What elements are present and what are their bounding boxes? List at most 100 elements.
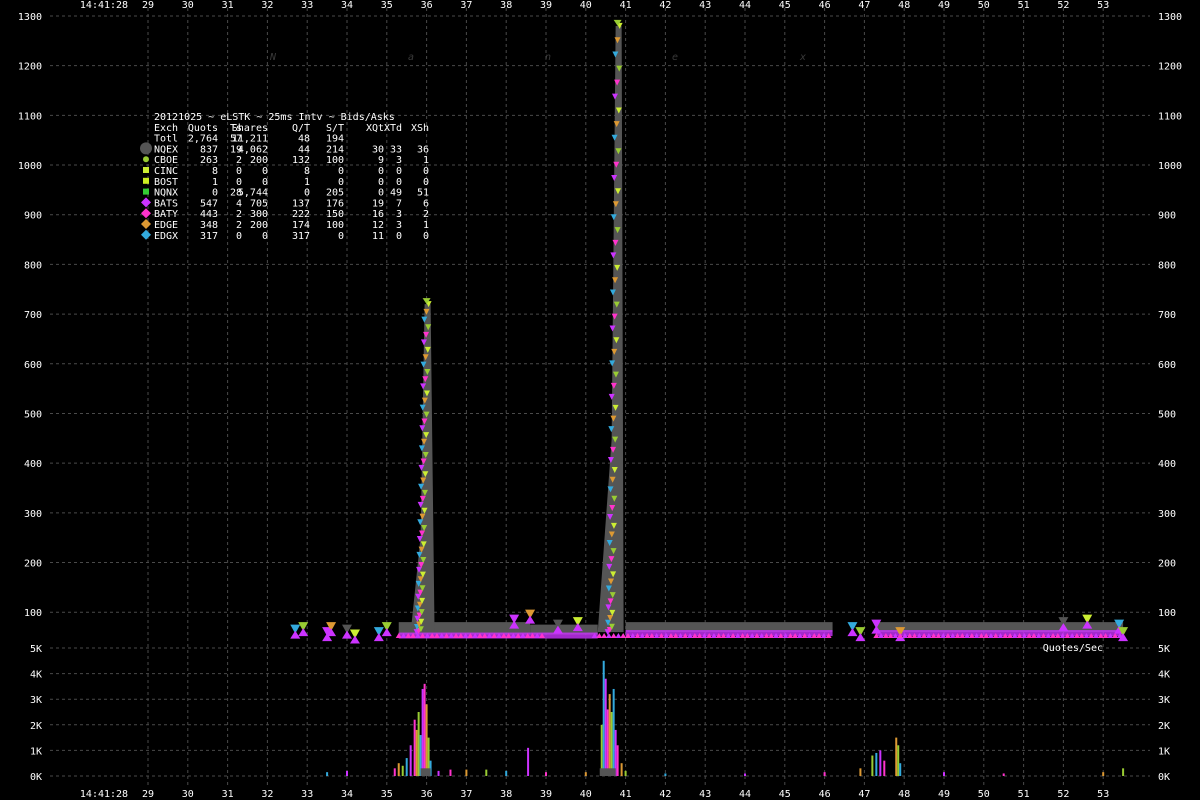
baseline-marker [457, 633, 464, 639]
baseline-marker [1107, 633, 1114, 639]
baseline-marker [1116, 633, 1123, 639]
quote-rate-bar [744, 773, 746, 776]
spike-marker [609, 609, 616, 616]
quote-rate-bar [346, 770, 348, 776]
legend-header-cell: XQt [366, 123, 384, 134]
baseline-marker [710, 633, 717, 639]
quote-rate-bar [1002, 773, 1005, 776]
x-tick-label-top: 14:41:28 [80, 0, 128, 11]
spike-marker [605, 585, 612, 592]
legend-row-exch: BATS [154, 198, 178, 209]
legend-row-cell: 36 [417, 144, 429, 155]
grid [50, 8, 1150, 788]
legend-row-cell: 16 [372, 209, 384, 220]
spike-marker [418, 561, 425, 568]
baseline-marker [448, 633, 455, 639]
spike-marker [615, 148, 622, 155]
spike-peak-marker [422, 298, 431, 305]
spike-marker [422, 451, 429, 458]
quote-marker [525, 615, 536, 624]
spike-marker [420, 458, 427, 465]
baseline-marker [959, 633, 966, 639]
x-tick-label-top: 50 [978, 0, 990, 11]
spike-marker [611, 175, 618, 182]
spike-marker [607, 598, 614, 605]
baseline-marker [954, 633, 961, 639]
quote-spikes [410, 19, 624, 636]
baseline-marker [601, 633, 608, 639]
x-tick-label-top: 34 [341, 0, 353, 11]
quote-rate-bar [895, 737, 898, 776]
baseline-marker [534, 633, 541, 639]
baseline-marker [921, 633, 928, 639]
legend-row-cell: 150 [326, 209, 344, 220]
quote-marker [349, 629, 360, 639]
quote-rate-bar [584, 772, 587, 776]
spike-marker [605, 604, 612, 611]
legend-row-exch: NQNX [154, 188, 178, 199]
x-tick-label-top: 46 [819, 0, 831, 11]
quote-marker [895, 627, 906, 637]
baseline-marker [1054, 633, 1061, 639]
spike-marker [420, 339, 427, 346]
quote-marker [1118, 633, 1129, 642]
quote-marker [1058, 623, 1069, 632]
quote-marker [847, 622, 858, 632]
spike-marker [608, 393, 615, 400]
spike-marker [609, 476, 616, 483]
spike-marker [612, 277, 619, 284]
bar-y-tick-left: 4K [30, 670, 42, 681]
quote-rate-bar [871, 755, 874, 776]
legend-row-cell: 44 [298, 144, 310, 155]
spike-marker [608, 623, 615, 630]
baseline-marker [1040, 633, 1047, 639]
legend-row-cell: 0 [338, 177, 344, 188]
baseline-marker [395, 633, 402, 639]
quote-marker [855, 633, 866, 642]
baseline-marker [644, 633, 651, 639]
quote-rate-bar [612, 688, 615, 776]
x-tick-label-bottom: 42 [659, 789, 671, 800]
spike-marker [610, 214, 617, 221]
baseline-marker [481, 633, 488, 639]
x-tick-label-top: 45 [779, 0, 791, 11]
baseline-marker [1050, 633, 1057, 639]
baseline-marker [505, 633, 512, 639]
baseline-marker [515, 633, 522, 639]
x-tick-label-bottom: 35 [381, 789, 393, 800]
legend-row-cell: 51 [417, 188, 429, 199]
spike-marker [420, 383, 427, 390]
quote-marker [342, 630, 352, 639]
bar-y-tick-right: 4K [1158, 670, 1170, 681]
baseline-marker [667, 633, 674, 639]
baseline-marker [696, 633, 703, 639]
baseline-marker [968, 633, 975, 639]
x-tick-label-bottom: 32 [261, 789, 273, 800]
legend-row-cell: 200 [250, 155, 268, 166]
legend-row-cell: 8 [304, 166, 310, 177]
legend-row-cell: 176 [326, 198, 344, 209]
legend-row-cell: 2 [236, 209, 242, 220]
legend: 20121025 ~ eLSTK ~ 25ms Intv ~ Bids/Asks… [140, 112, 429, 242]
y-tick-label-right: 600 [1158, 360, 1176, 371]
baseline-marker [1035, 633, 1042, 639]
legend-row-cell: 0 [396, 231, 402, 242]
baseline-marker [758, 633, 765, 639]
spike-marker [613, 121, 620, 128]
x-tick-label-top: 33 [301, 0, 313, 11]
x-tick-label-bottom: 51 [1018, 789, 1030, 800]
quote-rate-bar [664, 773, 667, 776]
spike-marker [419, 597, 426, 604]
baseline-block [530, 624, 598, 635]
spike-marker [422, 376, 429, 383]
legend-row-cell: 4 [236, 198, 242, 209]
baseline-block [876, 622, 1124, 633]
x-tick-label-top: 30 [182, 0, 194, 11]
quote-rate-bar [326, 772, 329, 776]
y-tick-label-left: 300 [24, 509, 42, 520]
legend-row-cell: 48 [298, 134, 310, 145]
spike-marker [417, 519, 424, 526]
baseline-marker [653, 633, 660, 639]
quote-markers [290, 609, 1129, 644]
